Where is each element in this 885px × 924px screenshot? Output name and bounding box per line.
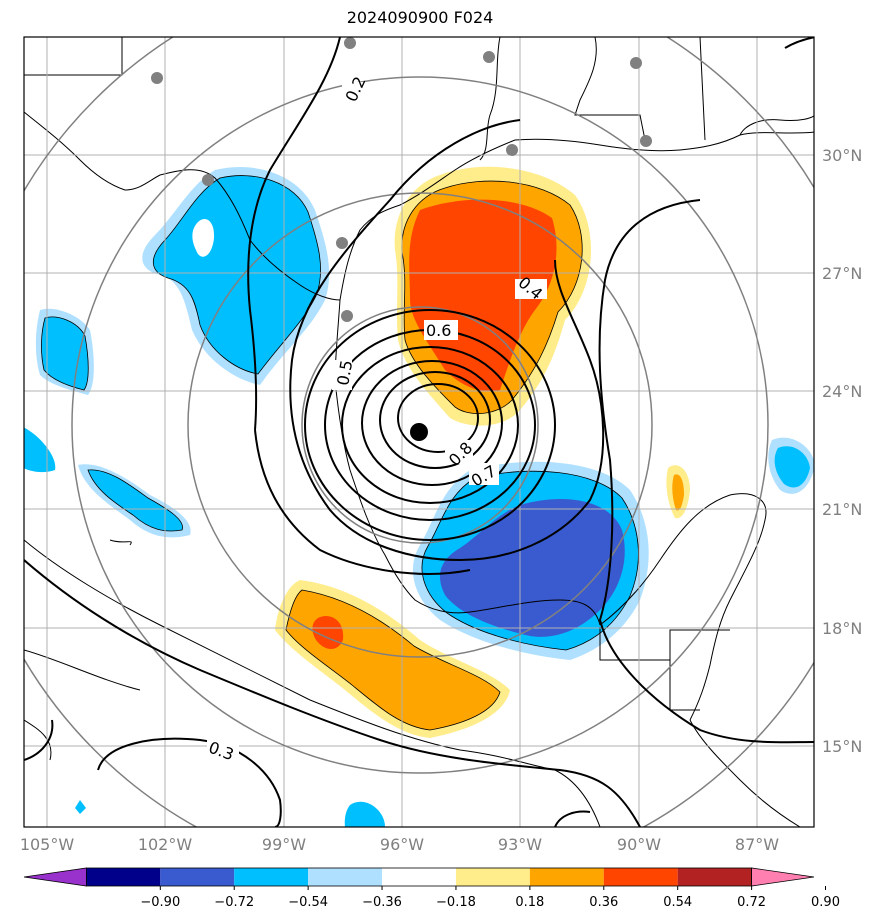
lat-tick-label: 21°N [822,500,862,519]
colorbar-segments [23,867,815,887]
negative-anomaly-w3-inner [88,469,183,532]
lat-tick-label: 15°N [822,737,862,756]
colorbar-segment [677,868,752,886]
station-dot [202,174,214,186]
station-dot [640,135,652,147]
colorbar-segment [234,868,309,886]
lat-tick-label: 24°N [822,382,862,401]
colorbar-segment [382,868,456,886]
colorbar-extension-low [23,867,87,887]
colorbar-labels: −0.90 −0.72 −0.54 −0.36 −0.18 0.18 0.36 0.54 0.7… [140,886,840,910]
colorbar-tick-label: 0.90 [811,895,840,910]
plot-title: 2024090900 F024 [346,8,494,27]
station-dot [630,57,642,69]
lat-tick-label: 27°N [822,264,862,283]
lat-tick-label: 18°N [822,619,862,638]
colorbar-segment [160,868,235,886]
colorbar-tick-label: 0.54 [663,895,692,910]
lon-tick-label: 90°W [617,835,661,854]
range-rings [24,37,814,827]
station-dot [341,310,353,322]
lat-tick-label: 30°N [822,146,862,165]
station-dot [506,144,518,156]
colorbar-segment [455,868,530,886]
latitude-labels: 15°N 18°N 21°N 24°N 27°N 30°N [822,146,862,756]
lon-tick-label: 87°W [735,835,779,854]
colorbar-tick-label: −0.90 [140,895,180,910]
lon-tick-label: 105°W [20,835,75,854]
negative-anomaly-nw-core [192,218,215,257]
contour-label: 0.6 [426,321,451,340]
map-frame [23,36,815,828]
colorbar-segment [603,868,678,886]
colorbar-tick-label: 0.18 [515,895,544,910]
contour-label: 0.5 [333,359,356,387]
station-dot [344,37,356,49]
colorbar: −0.90 −0.72 −0.54 −0.36 −0.18 0.18 0.36 0.54 0.7… [23,867,840,910]
negative-anomaly-nw [153,175,321,374]
lon-tick-label: 93°W [498,835,542,854]
shaded-regions [24,166,814,827]
colorbar-tick-label: −0.54 [288,895,328,910]
colorbar-extension-high [751,867,815,887]
storm-center-marker [410,423,428,441]
longitude-labels: 105°W 102°W 99°W 96°W 93°W 90°W 87°W [20,835,779,854]
colorbar-tick-label: −0.72 [214,895,254,910]
negative-anomaly-bottom-2 [75,800,86,814]
positive-anomaly-e-inner [672,474,684,511]
lon-tick-label: 96°W [380,835,424,854]
station-dot [336,237,348,249]
lon-tick-label: 102°W [138,835,193,854]
colorbar-segment [529,868,604,886]
lon-tick-label: 99°W [262,835,306,854]
colorbar-tick-label: 0.36 [589,895,618,910]
colorbar-segment [308,868,383,886]
colorbar-tick-label: −0.18 [436,895,476,910]
station-markers [151,37,652,322]
contour-lines [24,37,814,827]
colorbar-tick-label: −0.36 [362,895,402,910]
negative-anomaly-e-inner [774,446,810,488]
colorbar-tick-label: 0.72 [737,895,766,910]
colorbar-outline [86,867,753,887]
colorbar-segment [86,868,161,886]
station-dot [483,51,495,63]
negative-anomaly-bottom [344,801,385,827]
station-dot [151,72,163,84]
